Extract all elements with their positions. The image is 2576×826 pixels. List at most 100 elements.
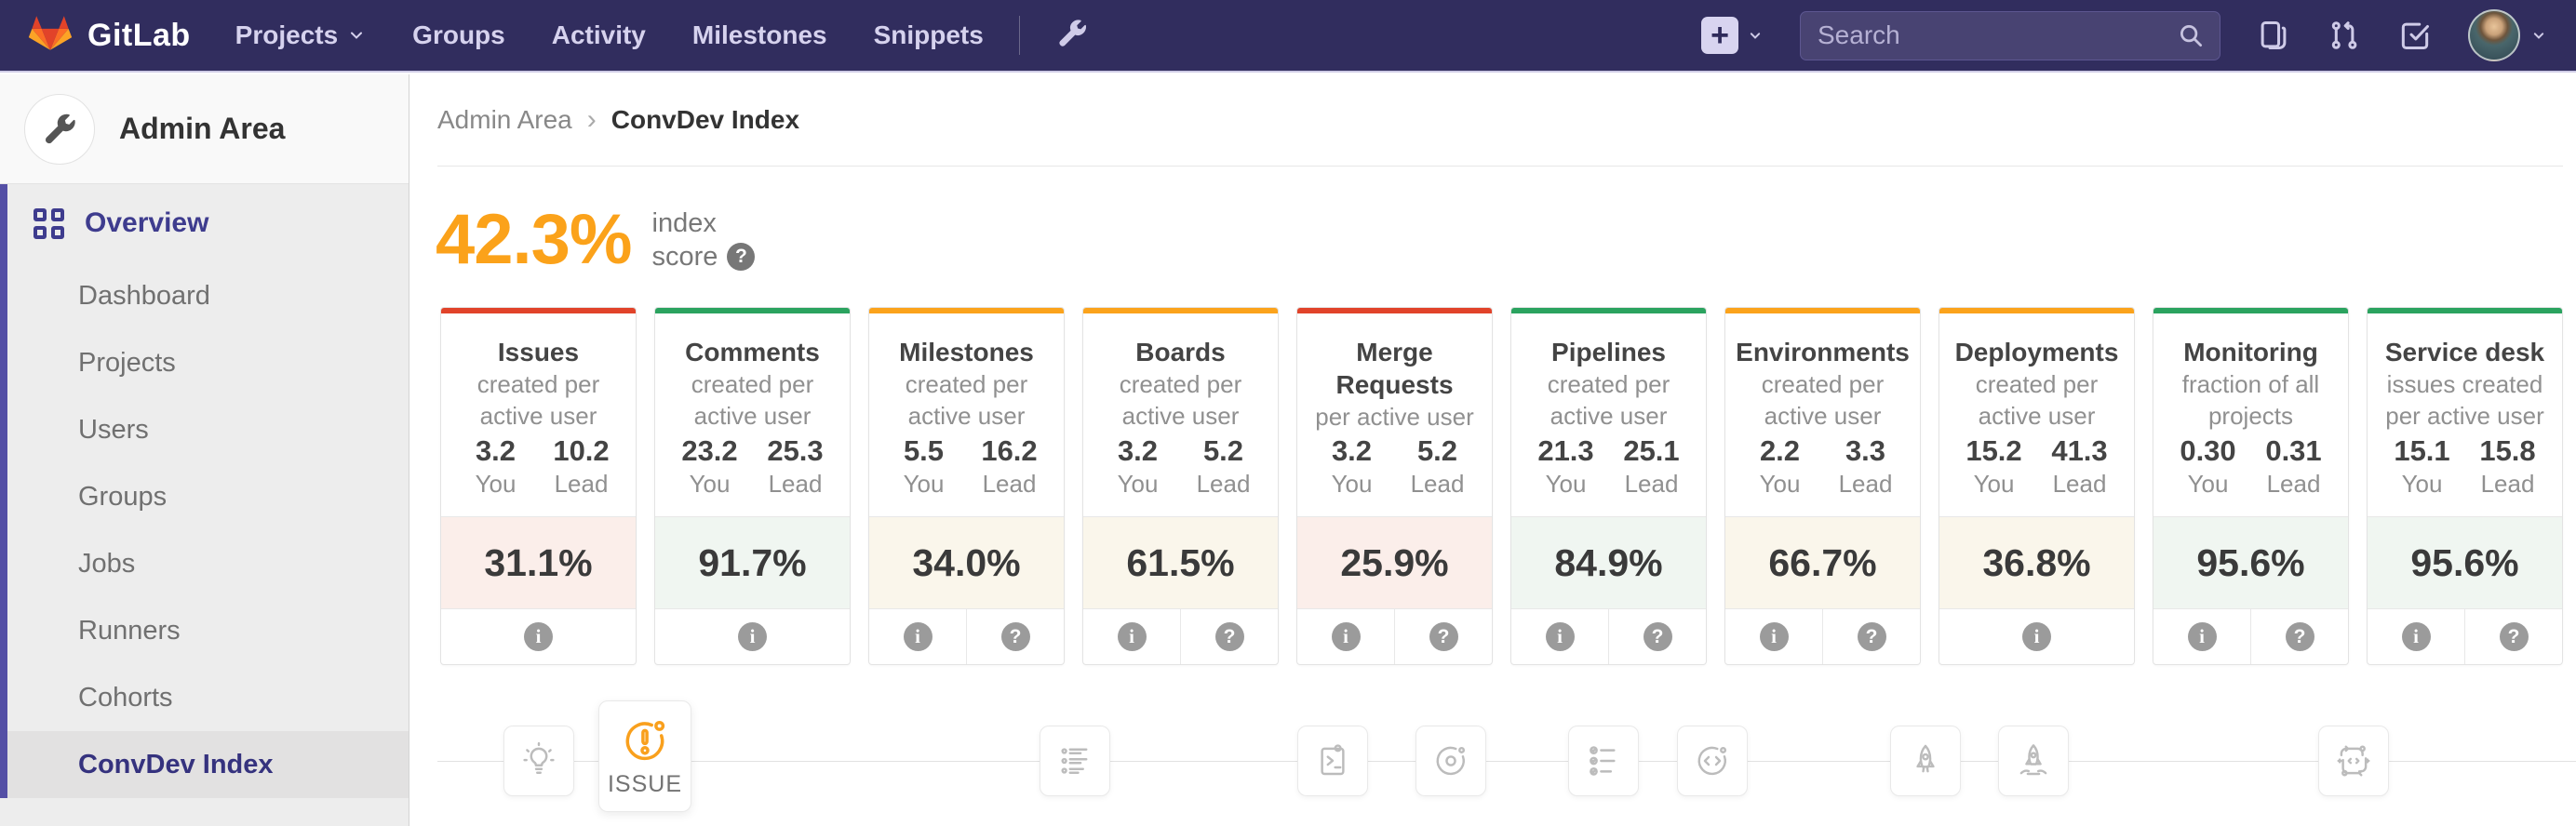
sidebar-item-users[interactable]: Users xyxy=(78,414,149,445)
lead-value: 5.2 xyxy=(1416,434,1458,467)
metric-score: 25.9% xyxy=(1297,516,1492,609)
todos-icon[interactable] xyxy=(2397,18,2433,53)
metric-card-comments: Comments created per active user 23.2 You… xyxy=(654,307,851,665)
help-icon[interactable]: ? xyxy=(1822,609,1920,664)
code-note-icon xyxy=(1321,744,1345,776)
rocket-launch-icon xyxy=(2019,744,2047,776)
info-icon[interactable]: i xyxy=(869,609,966,664)
metric-title: Comments xyxy=(685,338,820,366)
lead-label: Lead xyxy=(1196,470,1251,498)
info-icon[interactable]: i xyxy=(2153,609,2250,664)
you-label: You xyxy=(2187,470,2229,498)
info-icon[interactable]: i xyxy=(1083,609,1180,664)
search-icon xyxy=(2180,25,2202,47)
metric-card-service-desk: Service desk issues created per active u… xyxy=(2367,307,2563,665)
sidebar-item-convdev-index[interactable]: ConvDev Index xyxy=(0,731,409,798)
admin-sidebar: Admin Area Overview Dashboard Projects U… xyxy=(0,74,409,826)
metric-title: Boards xyxy=(1135,338,1226,366)
metric-score: 34.0% xyxy=(869,516,1064,609)
lead-label: Lead xyxy=(1838,470,1893,498)
metric-card-deployments: Deployments created per active user 15.2… xyxy=(1939,307,2135,665)
stage-issue-active: ISSUE xyxy=(598,700,691,812)
info-icon[interactable]: i xyxy=(2368,609,2464,664)
metric-card-issues: Issues created per active user 3.2 You 10… xyxy=(440,307,637,665)
metric-card-monitoring: Monitoring fraction of all projects 0.30… xyxy=(2153,307,2349,665)
stage-feedback xyxy=(2318,726,2389,796)
admin-avatar xyxy=(24,93,95,165)
feedback-loop-icon xyxy=(2337,745,2370,777)
you-label: You xyxy=(689,470,731,498)
card-status-bar xyxy=(1297,308,1492,313)
sidebar-item-projects[interactable]: Projects xyxy=(78,347,176,378)
metric-cards-row: Issues created per active user 3.2 You 10… xyxy=(440,307,2563,665)
merge-request-icon[interactable] xyxy=(2327,18,2362,53)
nav-groups[interactable]: Groups xyxy=(412,20,505,49)
info-icon[interactable]: i xyxy=(1939,609,2134,664)
stage-production xyxy=(1998,726,2069,796)
info-icon[interactable]: i xyxy=(1725,609,1822,664)
you-label: You xyxy=(1545,470,1587,498)
lead-label: Lead xyxy=(1624,470,1679,498)
search-input[interactable] xyxy=(1816,20,2177,51)
info-icon[interactable]: i xyxy=(655,609,850,664)
sidebar-item-cohorts[interactable]: Cohorts xyxy=(78,682,173,713)
sidebar-menu: Overview Dashboard Projects Users Groups… xyxy=(0,184,409,798)
metric-subtitle: created per active user xyxy=(691,370,814,430)
metric-subtitle: fraction of all projects xyxy=(2181,370,2320,430)
help-icon[interactable]: ? xyxy=(1180,609,1278,664)
metric-subtitle: created per active user xyxy=(1547,370,1670,430)
help-icon[interactable]: ? xyxy=(966,609,1064,664)
card-status-bar xyxy=(1939,308,2134,313)
breadcrumb-admin-area[interactable]: Admin Area xyxy=(437,105,572,134)
you-value: 2.2 xyxy=(1759,434,1801,467)
you-value: 0.30 xyxy=(2180,434,2236,467)
info-icon[interactable]: i xyxy=(1511,609,1608,664)
devops-timeline: ISSUE xyxy=(410,688,2576,826)
card-status-bar xyxy=(655,308,850,313)
lead-value: 41.3 xyxy=(2051,434,2108,467)
admin-wrench-icon[interactable] xyxy=(1055,17,1089,55)
help-icon[interactable]: ? xyxy=(2464,609,2562,664)
user-menu[interactable] xyxy=(2468,9,2548,61)
help-icon[interactable]: ? xyxy=(2250,609,2348,664)
you-value: 15.1 xyxy=(2394,434,2450,467)
brand-wordmark[interactable]: GitLab xyxy=(87,17,191,53)
sidebar-item-groups[interactable]: Groups xyxy=(78,481,168,512)
review-code-icon xyxy=(1697,746,1727,776)
gitlab-logo-icon[interactable] xyxy=(28,12,73,59)
nav-snippets[interactable]: Snippets xyxy=(873,20,984,49)
help-icon[interactable]: ? xyxy=(1394,609,1492,664)
index-score-label: index score ? xyxy=(652,206,756,273)
score-help-icon[interactable]: ? xyxy=(727,242,756,271)
sidebar-item-runners[interactable]: Runners xyxy=(78,615,181,646)
lead-value: 16.2 xyxy=(981,434,1038,467)
nav-divider xyxy=(1018,16,1020,55)
issues-icon[interactable] xyxy=(2256,18,2291,53)
index-score-block: 42.3% index score ? xyxy=(436,199,756,280)
metric-score: 66.7% xyxy=(1725,516,1920,609)
nav-projects[interactable]: Projects xyxy=(235,20,367,50)
new-menu-button[interactable]: + xyxy=(1701,17,1764,54)
nav-activity[interactable]: Activity xyxy=(551,20,646,49)
metric-title: Service desk xyxy=(2384,338,2545,366)
card-status-bar xyxy=(1511,308,1706,313)
sidebar-item-dashboard[interactable]: Dashboard xyxy=(78,280,210,311)
info-icon[interactable]: i xyxy=(1297,609,1394,664)
stage-commit xyxy=(1415,726,1486,796)
avatar[interactable] xyxy=(2468,9,2520,61)
you-value: 3.2 xyxy=(475,434,517,467)
metric-title: Deployments xyxy=(1954,338,2119,366)
sidebar-item-overview[interactable]: Overview xyxy=(0,184,409,262)
sidebar-item-jobs[interactable]: Jobs xyxy=(78,548,136,579)
index-score-value: 42.3% xyxy=(436,200,632,279)
search-box[interactable] xyxy=(1800,10,2220,60)
metric-title: Merge Requests xyxy=(1335,338,1454,399)
info-icon[interactable]: i xyxy=(441,609,636,664)
you-label: You xyxy=(903,470,945,498)
help-icon[interactable]: ? xyxy=(1608,609,1706,664)
metric-subtitle: created per active user xyxy=(1119,370,1242,430)
you-label: You xyxy=(2401,470,2443,498)
plus-icon[interactable]: + xyxy=(1701,17,1738,54)
nav-milestones[interactable]: Milestones xyxy=(691,20,827,49)
card-status-bar xyxy=(441,308,636,313)
